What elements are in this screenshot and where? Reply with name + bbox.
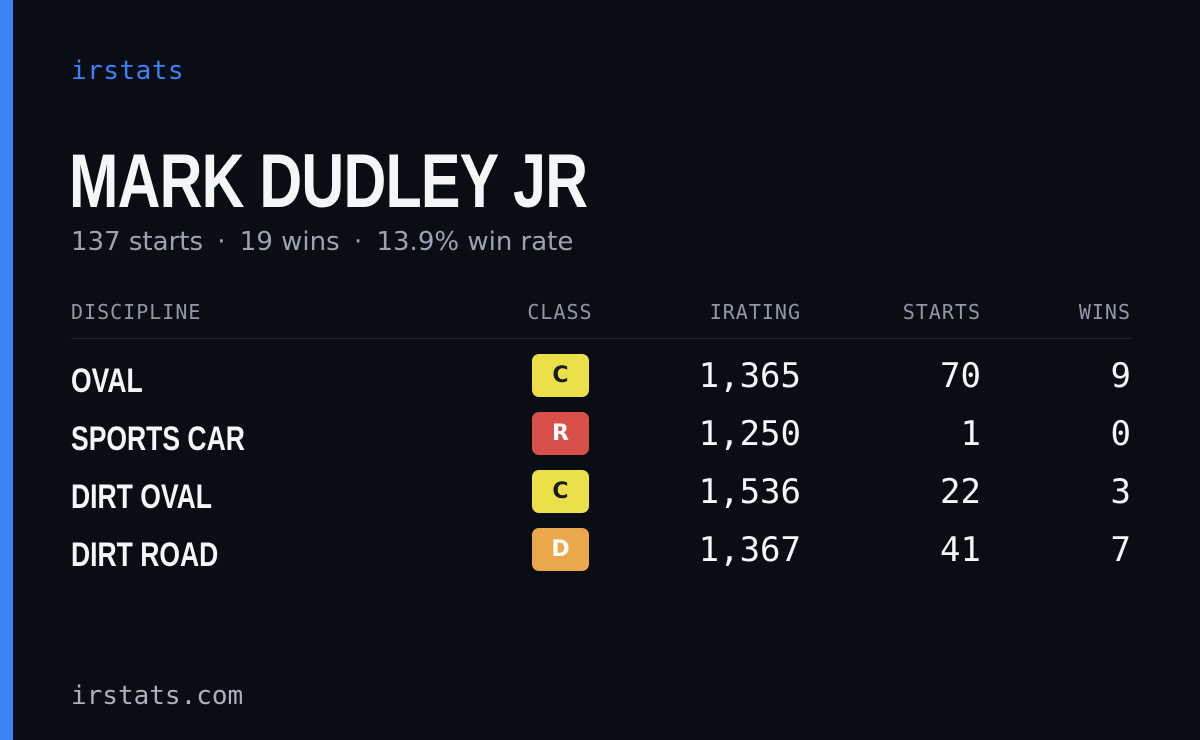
table-row: SPORTS CAR R 1,250 1 0 <box>71 408 1131 466</box>
header-class: CLASS <box>527 300 593 324</box>
class-badge: R <box>532 412 589 455</box>
header-starts: STARTS <box>902 300 981 324</box>
irating-cell: 1,367 <box>698 530 801 570</box>
irating-cell: 1,250 <box>698 414 801 454</box>
class-badge: C <box>532 354 589 397</box>
wins-cell: 9 <box>1110 356 1131 396</box>
starts-cell: 70 <box>940 356 981 396</box>
starts-cell: 1 <box>960 414 981 454</box>
wins-cell: 7 <box>1110 530 1131 570</box>
separator: · <box>217 227 226 257</box>
accent-bar <box>0 0 13 740</box>
table-row: DIRT ROAD D 1,367 41 7 <box>71 524 1131 582</box>
irating-cell: 1,536 <box>698 472 801 512</box>
table-body: OVAL C 1,365 70 9 SPORTS CAR R 1,250 1 0… <box>71 350 1131 582</box>
header-wins: WINS <box>1078 300 1131 324</box>
page-title: MARK DUDLEY JR <box>69 139 588 224</box>
wins-cell: 0 <box>1110 414 1131 454</box>
wins-cell: 3 <box>1110 472 1131 512</box>
wins-summary: 19 wins <box>239 227 340 257</box>
table-header: DISCIPLINE CLASS IRATING STARTS WINS <box>71 300 1131 339</box>
starts-cell: 22 <box>940 472 981 512</box>
header-irating: IRATING <box>709 300 801 324</box>
discipline-cell: DIRT OVAL <box>71 478 212 516</box>
class-badge: D <box>532 528 589 571</box>
starts-summary: 137 starts <box>71 227 203 257</box>
table-row: OVAL C 1,365 70 9 <box>71 350 1131 408</box>
discipline-cell: OVAL <box>71 362 143 400</box>
starts-cell: 41 <box>940 530 981 570</box>
discipline-cell: SPORTS CAR <box>71 420 245 458</box>
class-badge: C <box>532 470 589 513</box>
header-discipline: DISCIPLINE <box>71 300 202 324</box>
brand-logo: irstats <box>71 56 185 86</box>
footer-url: irstats.com <box>71 681 244 711</box>
table-row: DIRT OVAL C 1,536 22 3 <box>71 466 1131 524</box>
driver-summary: 137 starts · 19 wins · 13.9% win rate <box>71 227 573 257</box>
irating-cell: 1,365 <box>698 356 801 396</box>
discipline-cell: DIRT ROAD <box>71 536 219 574</box>
win-rate-summary: 13.9% win rate <box>376 227 574 257</box>
separator: · <box>353 227 363 257</box>
